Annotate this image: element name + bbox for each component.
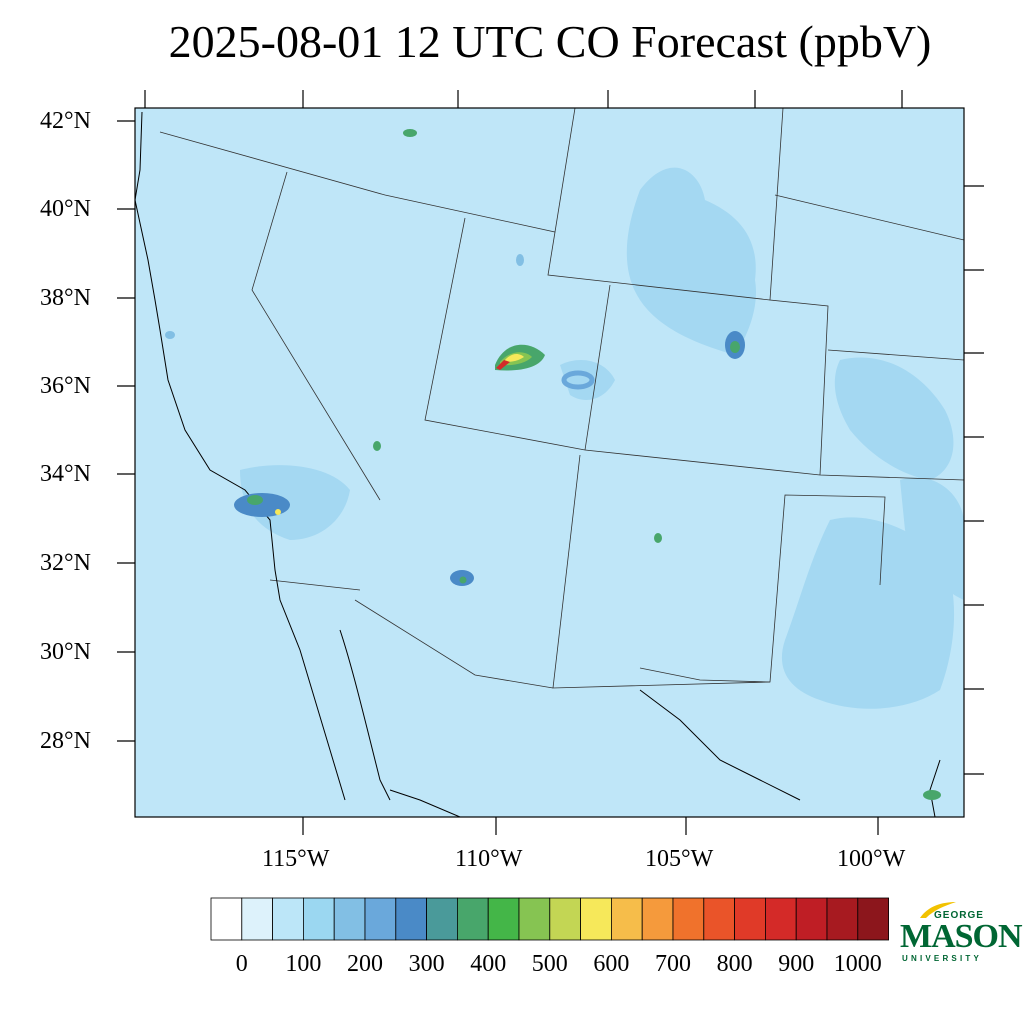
colorbar-label: 200 [347,951,383,977]
coastlines [135,111,941,817]
lat-label: 38°N [40,285,91,311]
co-region-socal [240,465,350,540]
logo-main-word: MASON [900,918,1023,955]
colorbar-swatch [672,897,705,941]
colorbar-label: 400 [470,951,507,977]
colorbar-swatch [795,897,828,941]
logo-top-word: GEORGE [934,910,984,921]
co-region-east-edge [900,477,964,600]
co-field-background [135,108,964,817]
colorbar-swatch [857,897,889,941]
george-mason-logo: GEORGE MASON UNIVERSITY [900,898,1023,968]
lon-label: 115°W [262,846,330,872]
co-hotspot-denver [725,331,745,359]
co-region-utah-east [560,360,615,400]
colorbar-label: 700 [655,951,691,977]
lat-label: 28°N [40,728,91,754]
colorbar-label: 600 [593,951,630,977]
colorbar-swatch [426,897,458,941]
lat-label: 36°N [40,373,91,399]
co-hotspot-misc [165,129,941,800]
map-frame [134,107,965,818]
lon-label: 100°W [837,846,906,872]
logo-bottom-word: UNIVERSITY [902,954,983,963]
map-ticks [117,90,984,835]
colorbar-swatch [241,897,274,941]
lat-label: 40°N [40,196,91,222]
colorbar-swatch [210,897,243,941]
co-region-plains-south [781,517,955,709]
logo-swoosh-icon [920,902,956,918]
colorbar-swatch [765,897,797,941]
colorbar-swatch [703,897,735,941]
colorbar-label: 900 [778,951,815,977]
colorbar-swatch [487,897,520,941]
lon-label: 105°W [645,846,714,872]
lat-label: 30°N [40,639,91,665]
colorbar-label: 100 [285,951,322,977]
co-hotspot-slc [495,344,545,371]
co-region-plains-north [834,357,954,480]
lat-label: 32°N [40,550,91,576]
colorbar-swatch [395,897,427,941]
colorbar-swatch [611,897,643,941]
state-boundaries [159,108,964,689]
lon-label: 110°W [455,846,523,872]
lat-label: 42°N [40,108,91,134]
lat-label: 34°N [40,461,91,487]
colorbar-swatch [364,897,397,941]
colorbar-swatch [734,897,766,941]
colorbar-swatch [580,897,612,941]
colorbar-swatch [641,897,674,941]
colorbar-swatch [333,897,366,941]
colorbar-label: 300 [408,951,445,977]
map-title: 2025-08-01 12 UTC CO Forecast (ppbV) [168,16,932,67]
colorbar-label: 0 [235,951,248,977]
co-hotspot-phoenix [450,570,474,586]
co-region-wyoming [626,167,756,355]
colorbar-swatch [456,897,489,941]
co-hotspot-los-angeles [234,493,290,517]
colorbar-swatch [302,897,335,941]
colorbar-swatch [549,897,581,941]
colorbar-label: 800 [716,951,753,977]
colorbar-label: 1000 [833,951,882,977]
colorbar [210,897,889,941]
colorbar-swatch [518,897,551,941]
colorbar-swatch [826,897,859,941]
colorbar-label: 500 [531,951,568,977]
colorbar-swatch [272,897,304,941]
